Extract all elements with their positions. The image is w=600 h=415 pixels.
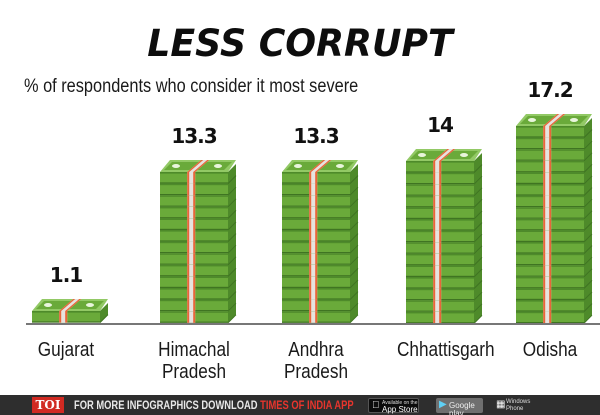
baseline-axis [26, 323, 600, 325]
play-triangle-icon: ▶ [439, 399, 447, 410]
category-label-line1: Andhra [288, 339, 344, 361]
windows-phone-line2: Phone [506, 406, 524, 412]
category-label: Andhra Pradesh [273, 339, 359, 383]
footer-banner: TOI FOR MORE INFOGRAPHICS DOWNLOAD TIMES… [0, 395, 600, 415]
google-play-badge[interactable]: ▶ Google play [436, 398, 483, 415]
bar-column: 14 Chhattisgarh [390, 0, 495, 390]
app-store-badge[interactable]:  Available on the App Store [368, 398, 419, 414]
app-store-label: App Store [382, 405, 418, 414]
banknote-stack-icon [516, 113, 593, 323]
category-label-line2: Pradesh [161, 361, 227, 383]
bar-column: 1.1 Gujarat [16, 0, 116, 390]
value-label: 1.1 [49, 263, 83, 288]
category-label: Chhattisgarh [397, 339, 495, 361]
value-label: 14 [427, 112, 454, 137]
google-play-label: Google play [449, 401, 475, 415]
bar-column: 17.2 Odisha [500, 0, 600, 390]
value-label: 13.3 [293, 124, 339, 149]
category-label-line2: Pradesh [283, 361, 349, 383]
category-label: Gujarat [23, 339, 109, 361]
value-label: 17.2 [527, 77, 573, 102]
footer-promo-text: FOR MORE INFOGRAPHICS DOWNLOAD TIMES OF … [74, 398, 354, 412]
app-store-small-text: Available on the [382, 400, 418, 406]
bar-column: 13.3 Andhra Pradesh [266, 0, 366, 390]
windows-icon: ▦ [496, 399, 506, 410]
category-label-line1: Gujarat [37, 339, 95, 361]
chart-subtitle: % of respondents who consider it most se… [24, 76, 359, 97]
windows-phone-badge[interactable]: ▦ Windows Phone [493, 398, 543, 413]
bar-column: 13.3 Himachal Pradesh [144, 0, 244, 390]
windows-phone-line1: Windows [506, 399, 531, 405]
banknote-stack-icon [406, 148, 483, 323]
footer-promo-red: TIMES OF INDIA APP [260, 398, 354, 412]
apple-icon:  [372, 401, 380, 411]
category-label: Himachal Pradesh [151, 339, 237, 383]
chart-title: LESS CORRUPT [147, 22, 453, 65]
banknote-stack-icon [160, 160, 237, 323]
category-label-line1: Chhattisgarh [397, 339, 495, 361]
value-label: 13.3 [171, 124, 217, 149]
category-label-line1: Himachal [158, 339, 230, 361]
toi-logo: TOI [32, 397, 64, 413]
category-label-line1: Odisha [522, 339, 578, 361]
footer-promo-white: FOR MORE INFOGRAPHICS DOWNLOAD [74, 398, 261, 412]
banknote-stack-icon [32, 299, 109, 323]
category-label: Odisha [507, 339, 593, 361]
banknote-stack-icon [282, 160, 359, 323]
